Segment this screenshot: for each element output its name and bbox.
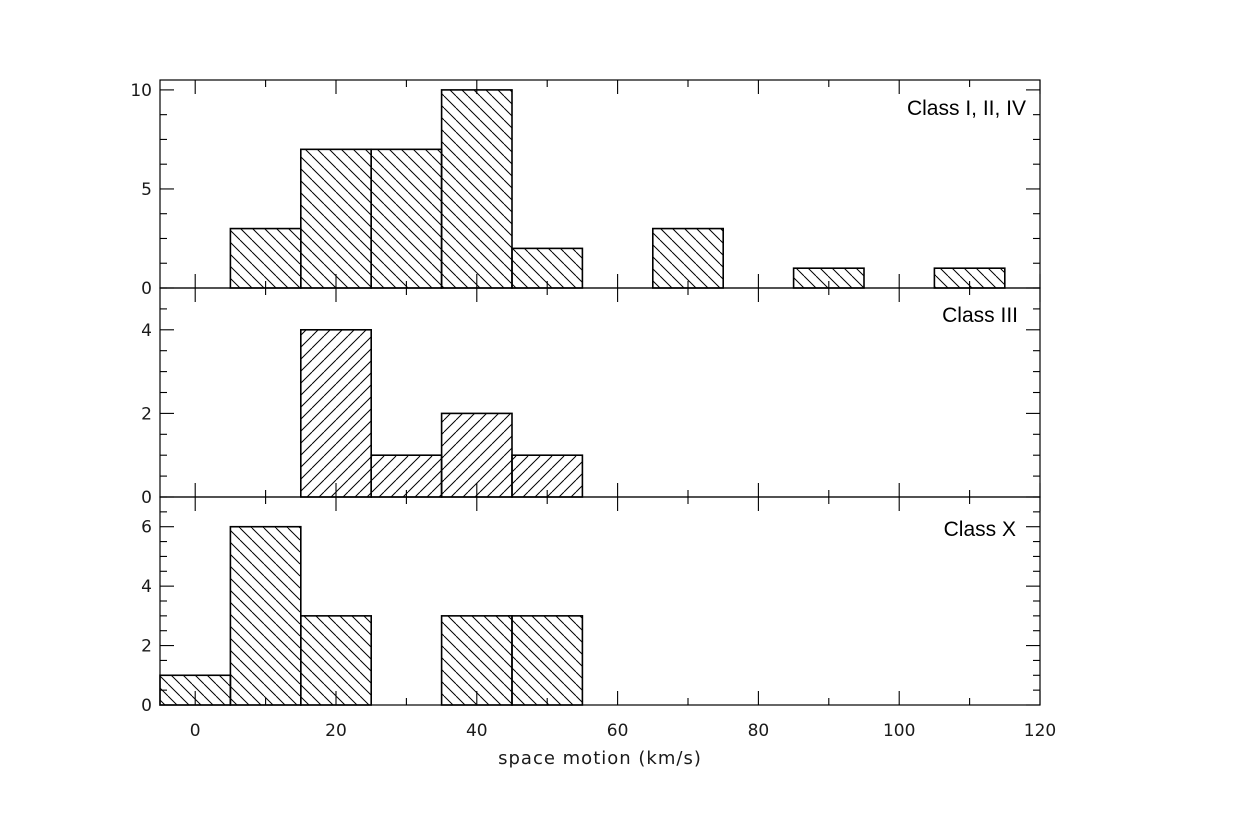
panel-title-class-x: Class X bbox=[944, 518, 1016, 541]
x-tick-label: 120 bbox=[1024, 721, 1056, 741]
y-tick-label-class-x: 2 bbox=[141, 637, 152, 657]
x-axis-label: space motion (km/s) bbox=[498, 748, 702, 769]
bar-class-i-ii-iv-65 bbox=[651, 227, 724, 289]
bar-class-i-ii-iv-25 bbox=[370, 148, 443, 289]
bar-class-i-ii-iv-15 bbox=[299, 148, 372, 289]
bar-class-i-ii-iv-5 bbox=[229, 227, 302, 289]
plot-frame-class-iii bbox=[159, 287, 1041, 498]
panel-class-i-ii-iv: 0 5 10 bbox=[130, 79, 1041, 299]
y-tick-label-class-i-ii-iv: 0 bbox=[141, 279, 152, 299]
bar-class-x-5 bbox=[229, 525, 302, 706]
x-tick-label: 40 bbox=[466, 721, 488, 741]
bar-class-x-15 bbox=[299, 615, 372, 706]
panel-title-class-iii: Class III bbox=[942, 304, 1018, 327]
y-tick-label-class-i-ii-iv: 5 bbox=[141, 180, 152, 200]
y-tick-label-class-iii: 4 bbox=[141, 321, 152, 341]
x-tick-label: 20 bbox=[325, 721, 347, 741]
x-tick-label: 100 bbox=[883, 721, 915, 741]
bar-class-iii-15 bbox=[299, 328, 372, 498]
bar-class-x-35 bbox=[440, 615, 513, 706]
x-tick-label: 80 bbox=[748, 721, 770, 741]
y-tick-label-class-x: 0 bbox=[141, 696, 152, 716]
y-tick-label-class-i-ii-iv: 10 bbox=[130, 81, 152, 101]
x-tick-label: 0 bbox=[190, 721, 201, 741]
panel-class-iii: 0 2 4 bbox=[141, 287, 1041, 508]
bar-class-i-ii-iv-35 bbox=[440, 89, 513, 289]
panel-title-class-i-ii-iv: Class I, II, IV bbox=[907, 97, 1026, 120]
y-tick-label-class-x: 6 bbox=[141, 518, 152, 538]
y-tick-label-class-iii: 0 bbox=[141, 488, 152, 508]
y-tick-label-class-x: 4 bbox=[141, 577, 152, 597]
y-tick-label-class-iii: 2 bbox=[141, 404, 152, 424]
x-tick-label: 60 bbox=[607, 721, 629, 741]
bar-class-x-45 bbox=[511, 615, 584, 706]
